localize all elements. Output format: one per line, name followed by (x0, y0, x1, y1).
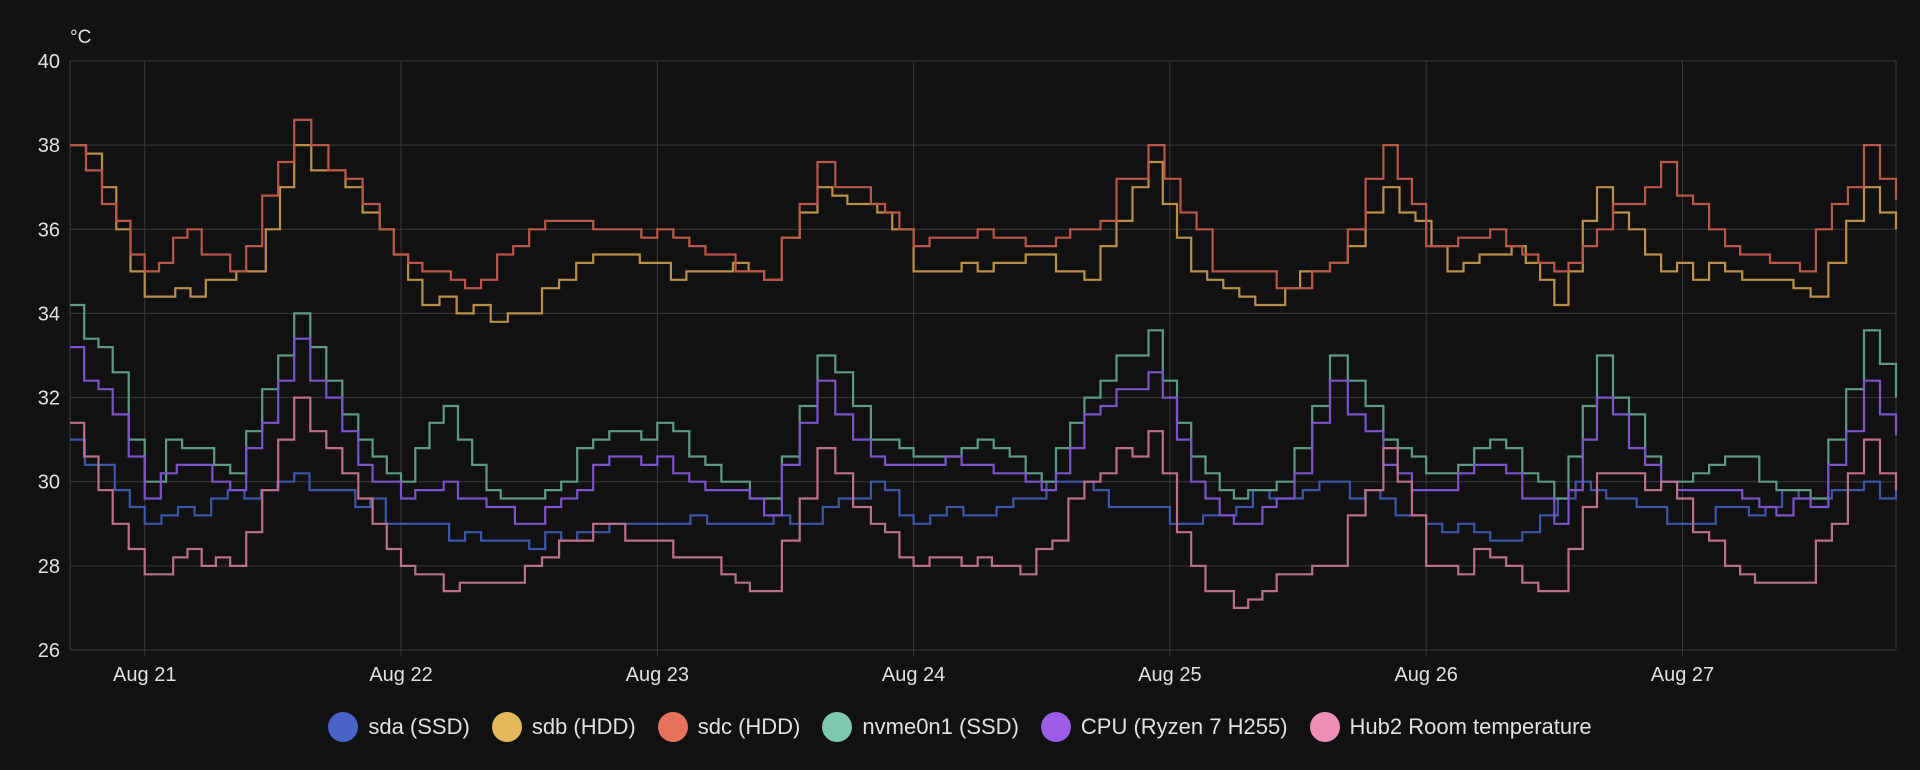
x-tick-label: Aug 23 (626, 664, 689, 686)
series-line-0 (70, 438, 1898, 551)
x-tick-label: Aug 25 (1138, 664, 1201, 686)
legend-swatch (822, 712, 853, 742)
series-line-4 (70, 337, 1898, 525)
y-tick-label: 40 (38, 51, 60, 73)
legend-item[interactable]: sda (SSD) (328, 712, 470, 742)
y-tick-label: 38 (38, 135, 60, 157)
y-axis-tick-labels: 26 28 30 32 34 36 38 40 (38, 51, 60, 662)
x-tick-label: Aug 24 (882, 664, 945, 686)
x-tick-label: Aug 27 (1651, 664, 1714, 686)
legend-label: nvme0n1 (SSD) (862, 714, 1019, 739)
legend-item[interactable]: sdb (HDD) (491, 712, 636, 742)
legend-label: sdb (HDD) (531, 714, 636, 739)
legend-swatch (328, 712, 359, 742)
legend-label: sda (SSD) (368, 714, 470, 739)
legend-label: sdc (HDD) (697, 714, 801, 739)
series-lines (70, 118, 1898, 609)
y-tick-label: 34 (38, 303, 60, 325)
x-axis-tick-labels: Aug 21 Aug 22 Aug 23 Aug 24 Aug 25 Aug 26 Aug … (113, 664, 1714, 686)
x-tick-label: Aug 21 (113, 664, 176, 686)
legend-item[interactable]: CPU (Ryzen 7 H255) (1040, 712, 1288, 742)
y-tick-label: 32 (38, 388, 60, 410)
y-tick-label: 30 (38, 472, 60, 494)
legend-item[interactable]: nvme0n1 (SSD) (822, 712, 1019, 742)
y-tick-label: 36 (38, 219, 60, 241)
series-line-2 (70, 118, 1898, 290)
legend-label: CPU (Ryzen 7 H255) (1080, 714, 1288, 739)
y-gridlines (69, 60, 1897, 651)
x-tick-label: Aug 22 (369, 664, 432, 686)
legend-item[interactable]: sdc (HDD) (657, 712, 801, 742)
legend-swatch (657, 712, 688, 742)
legend-label: Hub2 Room temperature (1349, 714, 1592, 739)
series-line-1 (70, 144, 1898, 323)
x-tick-label: Aug 26 (1394, 664, 1457, 686)
y-tick-label: 26 (38, 640, 60, 662)
legend-swatch (1040, 712, 1071, 742)
y-tick-label: 28 (38, 556, 60, 578)
series-line-5 (70, 396, 1898, 609)
series-line-3 (70, 303, 1898, 500)
y-axis-unit-label: °C (70, 27, 91, 48)
legend-item[interactable]: Hub2 Room temperature (1309, 712, 1592, 742)
chart-legend: sda (SSD) sdb (HDD) sdc (HDD) nvme0n1 (SSD)… (0, 712, 1920, 742)
legend-swatch (1309, 712, 1340, 742)
legend-swatch (491, 712, 522, 742)
